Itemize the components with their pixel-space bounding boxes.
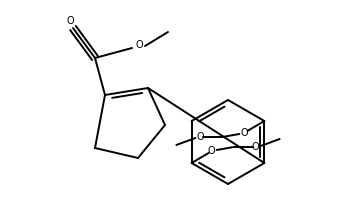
Text: O: O [241,128,248,138]
Text: O: O [196,132,204,142]
Text: O: O [135,40,143,50]
Text: O: O [208,146,216,156]
Text: O: O [252,142,259,152]
Text: O: O [66,16,74,26]
